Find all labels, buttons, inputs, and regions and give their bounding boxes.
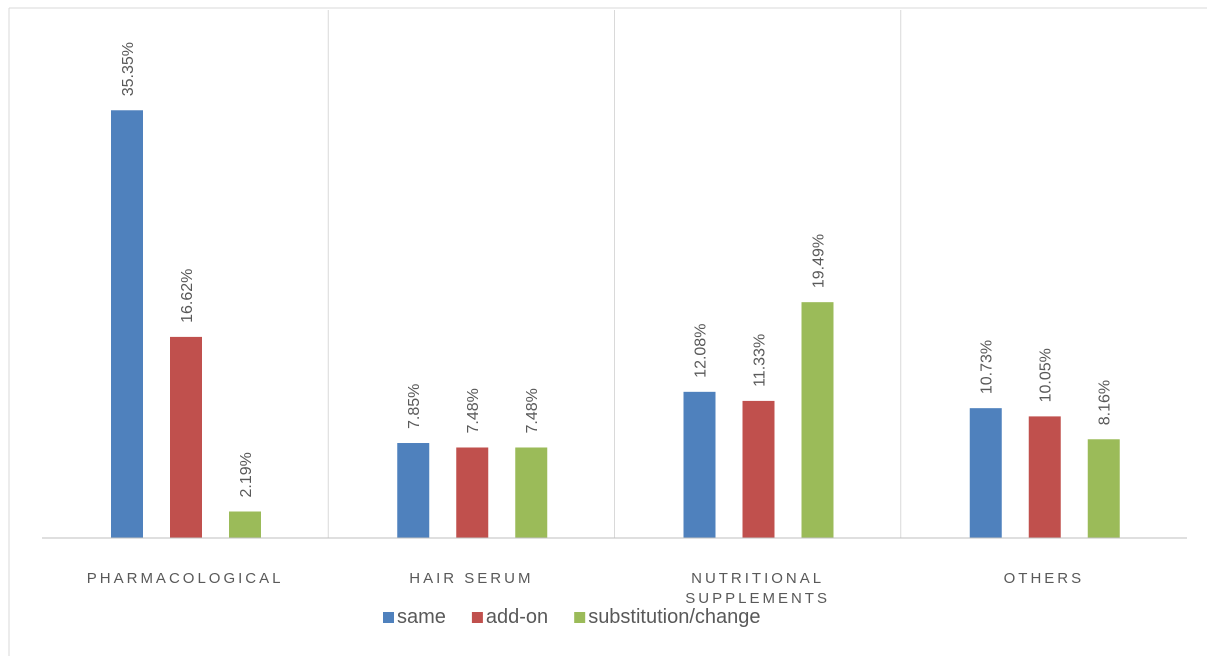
category-label: OTHERS bbox=[1004, 570, 1085, 587]
bar-same bbox=[969, 408, 1002, 538]
bar-substitution-change bbox=[515, 447, 548, 538]
legend-swatch bbox=[471, 612, 483, 623]
data-label: 16.62% bbox=[179, 269, 196, 323]
data-label: 11.33% bbox=[752, 334, 769, 387]
legend-swatch bbox=[574, 612, 586, 623]
data-label: 7.48% bbox=[524, 388, 541, 433]
category-labels-group: PHARMACOLOGICAL HAIR SERUM NUTRITIONAL SUPP… bbox=[87, 570, 1085, 607]
bar-same bbox=[397, 443, 430, 538]
data-label: 7.85% bbox=[406, 384, 423, 429]
data-label: 7.48% bbox=[465, 388, 482, 433]
data-label: 12.08% bbox=[693, 324, 710, 378]
data-labels-group: 35.35% 16.62% 2.19% 7.85% 7.48% 7.48% 12.08% 11… bbox=[120, 42, 1114, 498]
legend-label: add-on bbox=[486, 606, 548, 628]
data-label: 19.49% bbox=[811, 234, 828, 288]
legend-label: same bbox=[397, 606, 446, 628]
legend: same add-on substitution/change bbox=[383, 606, 761, 628]
bar-same bbox=[683, 391, 716, 538]
category-label: HAIR SERUM bbox=[409, 570, 533, 587]
bars-group bbox=[111, 110, 1120, 538]
data-label: 8.16% bbox=[1097, 380, 1114, 425]
legend-swatch bbox=[383, 612, 394, 623]
legend-label: substitution/change bbox=[588, 606, 760, 628]
category-label: SUPPLEMENTS bbox=[685, 590, 830, 607]
category-label: NUTRITIONAL bbox=[691, 570, 824, 587]
category-separators bbox=[327, 10, 902, 538]
bar-add-on bbox=[170, 336, 202, 538]
bar-add-on bbox=[1028, 416, 1061, 538]
bar-substitution-change bbox=[1087, 439, 1120, 538]
bar-add-on bbox=[742, 400, 775, 538]
bar-same bbox=[111, 110, 143, 538]
data-label: 35.35% bbox=[120, 42, 137, 96]
bar-substitution-change bbox=[801, 302, 834, 538]
category-label: PHARMACOLOGICAL bbox=[87, 570, 284, 587]
data-label: 10.73% bbox=[979, 340, 996, 394]
bar-substitution-change bbox=[229, 511, 261, 538]
data-label: 2.19% bbox=[238, 452, 255, 497]
bar-add-on bbox=[456, 447, 489, 538]
data-label: 10.05% bbox=[1038, 348, 1055, 402]
